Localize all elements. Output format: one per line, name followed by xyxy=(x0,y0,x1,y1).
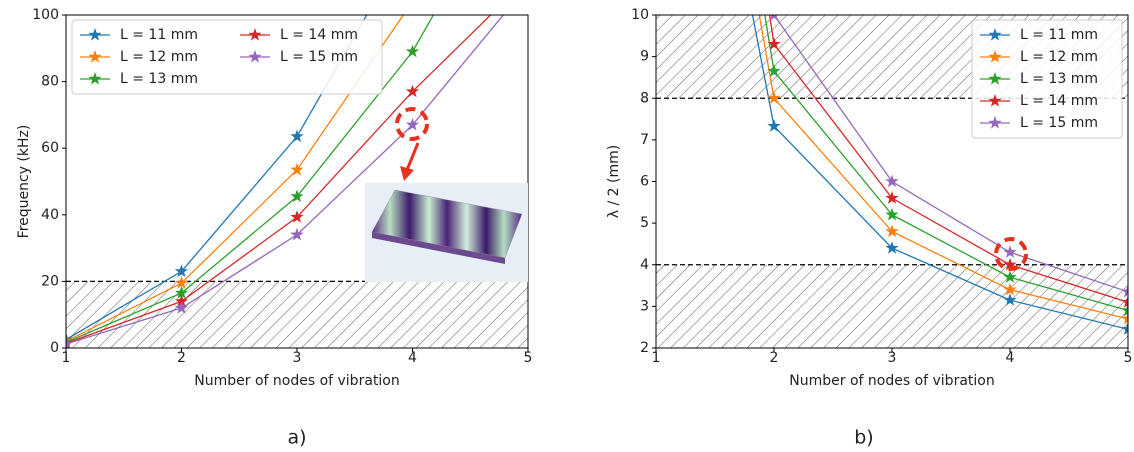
legend-label: L = 14 mm xyxy=(1020,93,1098,109)
arrow-head xyxy=(400,166,414,181)
annotations xyxy=(365,109,1026,282)
x-tick-label: 3 xyxy=(293,350,302,366)
x-tick-label: 2 xyxy=(177,350,186,366)
star-marker xyxy=(406,0,419,7)
y-tick-label: 40 xyxy=(41,207,59,223)
x-tick-label: 1 xyxy=(652,350,661,366)
x-tick-label: 4 xyxy=(408,350,417,366)
y-tick-label: 8 xyxy=(640,90,649,106)
x-tick-label: 1 xyxy=(62,350,71,366)
y-tick-label: 60 xyxy=(41,140,59,156)
legend-label: L = 13 mm xyxy=(1020,71,1098,87)
y-tick-label: 5 xyxy=(640,215,649,231)
star-marker xyxy=(1003,245,1016,258)
x-axis-title: Number of nodes of vibration xyxy=(789,373,994,389)
x-tick-label: 5 xyxy=(524,350,533,366)
legend-label: L = 12 mm xyxy=(1020,49,1098,65)
y-axis-title: Frequency (kHz) xyxy=(16,125,32,239)
arrow xyxy=(407,143,418,170)
star-marker xyxy=(406,45,419,58)
y-tick-label: 4 xyxy=(640,257,649,273)
legend-label: L = 11 mm xyxy=(120,27,198,43)
y-tick-label: 3 xyxy=(640,298,649,314)
subplot-label: b) xyxy=(854,427,873,449)
legend-label: L = 11 mm xyxy=(1020,27,1098,43)
x-tick-label: 5 xyxy=(1124,350,1133,366)
legend-label: L = 14 mm xyxy=(280,27,358,43)
y-tick-label: 0 xyxy=(50,340,59,356)
y-tick-label: 9 xyxy=(640,49,649,65)
hatched-region xyxy=(656,265,1128,348)
y-tick-label: 7 xyxy=(640,132,649,148)
y-tick-label: 80 xyxy=(41,74,59,90)
x-tick-label: 4 xyxy=(1006,350,1015,366)
star-marker xyxy=(290,130,303,143)
subplot-label: a) xyxy=(287,427,306,449)
legend-label: L = 12 mm xyxy=(120,49,198,65)
y-tick-label: 6 xyxy=(640,174,649,190)
star-marker xyxy=(767,119,780,132)
x-tick-label: 3 xyxy=(888,350,897,366)
hatched-region xyxy=(66,281,528,348)
x-tick-label: 2 xyxy=(770,350,779,366)
star-marker xyxy=(885,175,898,188)
figure: 12345020406080100Number of nodes of vibr… xyxy=(0,0,1134,452)
legend-label: L = 15 mm xyxy=(280,49,358,65)
legend-label: L = 15 mm xyxy=(1020,115,1098,131)
y-tick-label: 20 xyxy=(41,273,59,289)
y-tick-label: 100 xyxy=(32,7,59,23)
x-axis-title: Number of nodes of vibration xyxy=(194,373,399,389)
y-tick-label: 10 xyxy=(631,7,649,23)
y-axis-title: λ / 2 (mm) xyxy=(606,145,622,218)
y-tick-label: 2 xyxy=(640,340,649,356)
legend-label: L = 13 mm xyxy=(120,71,198,87)
